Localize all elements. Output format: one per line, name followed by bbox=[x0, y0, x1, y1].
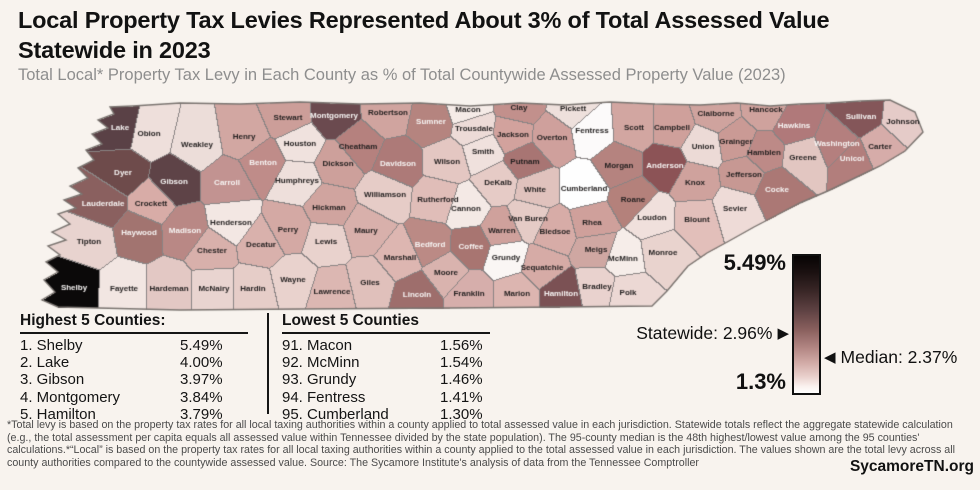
colorbar-max-label: 5.49% bbox=[723, 250, 786, 275]
table-divider bbox=[267, 313, 269, 414]
county-name: 3. Gibson bbox=[20, 371, 85, 389]
county-name: 92. McMinn bbox=[282, 354, 360, 372]
table-row: 1. Shelby 5.49% bbox=[20, 337, 248, 354]
lowest-counties-table: Lowest 5 Counties 91. Macon 1.56% 92. McM… bbox=[282, 312, 490, 423]
footnote-text: *Total levy is based on the property tax… bbox=[7, 419, 955, 469]
county-value: 3.84% bbox=[180, 388, 223, 406]
county-name: 94. Fentress bbox=[282, 388, 366, 406]
county-value: 3.79% bbox=[180, 405, 223, 423]
table-row: 92. McMinn 1.54% bbox=[282, 354, 490, 371]
brand-wordmark: SycamoreTN.org bbox=[849, 458, 974, 475]
table-row: 93. Grundy 1.46% bbox=[282, 371, 490, 388]
median-marker: ◀ Median: 2.37% bbox=[824, 347, 957, 368]
table-row: 3. Gibson 3.97% bbox=[20, 371, 248, 388]
table-row: 4. Montgomery 3.84% bbox=[20, 389, 248, 406]
page-title: Local Property Tax Levies Represented Ab… bbox=[18, 7, 830, 63]
lowest-table-header: Lowest 5 Counties bbox=[282, 312, 490, 334]
colorbar-min-label: 1.3% bbox=[735, 369, 786, 394]
county-value: 3.97% bbox=[180, 371, 223, 389]
county-name: 1. Shelby bbox=[20, 337, 83, 354]
county-value: 4.00% bbox=[180, 354, 223, 372]
left-triangle-icon: ◀ bbox=[824, 349, 836, 366]
county-value: 5.49% bbox=[180, 337, 223, 354]
table-row: 91. Macon 1.56% bbox=[282, 337, 490, 354]
county-value: 1.54% bbox=[440, 354, 483, 372]
colorbar bbox=[792, 254, 821, 395]
table-row: 94. Fentress 1.41% bbox=[282, 389, 490, 406]
highest-table-header: Highest 5 Counties: bbox=[20, 312, 248, 334]
county-name: 2. Lake bbox=[20, 354, 70, 372]
table-row: 2. Lake 4.00% bbox=[20, 354, 248, 371]
county-value: 1.56% bbox=[440, 337, 483, 354]
page-subtitle: Total Local* Property Tax Levy in Each C… bbox=[18, 66, 786, 84]
county-value: 1.41% bbox=[440, 388, 483, 406]
highest-counties-table: Highest 5 Counties: 1. Shelby 5.49% 2. La… bbox=[20, 312, 248, 423]
median-label: Median: 2.37% bbox=[840, 347, 958, 367]
statewide-marker: Statewide: 2.96% ▶ bbox=[636, 323, 789, 344]
county-name: 95. Cumberland bbox=[282, 405, 389, 423]
statewide-label: Statewide: 2.96% bbox=[636, 323, 773, 343]
county-value: 1.30% bbox=[440, 405, 483, 423]
table-row: 95. Cumberland 1.30% bbox=[282, 406, 490, 423]
county-name: 4. Montgomery bbox=[20, 388, 121, 406]
table-row: 5. Hamilton 3.79% bbox=[20, 406, 248, 423]
county-value: 1.46% bbox=[440, 371, 483, 389]
county-name: 93. Grundy bbox=[282, 371, 357, 389]
county-name: 91. Macon bbox=[282, 337, 353, 354]
right-triangle-icon: ▶ bbox=[777, 325, 789, 342]
county-name: 5. Hamilton bbox=[20, 405, 96, 423]
tennessee-county-map bbox=[0, 88, 980, 320]
